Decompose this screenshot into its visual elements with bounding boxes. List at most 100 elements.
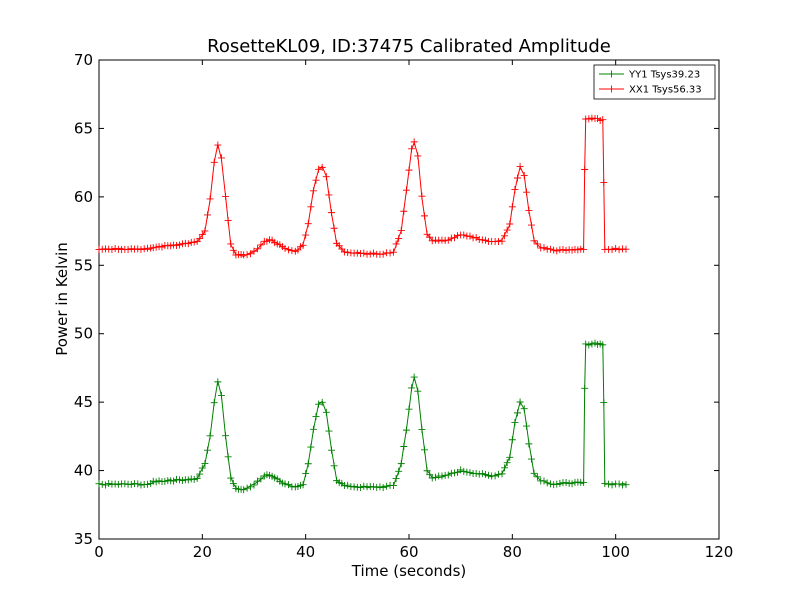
data-point: [438, 472, 446, 480]
data-point: [196, 235, 204, 243]
data-point: [175, 241, 183, 249]
data-point: [198, 230, 206, 238]
data-point: [580, 478, 588, 486]
data-point: [405, 405, 413, 413]
data-point: [309, 187, 317, 195]
data-point: [210, 158, 218, 166]
data-point: [431, 473, 439, 481]
data-point: [284, 246, 292, 254]
data-point: [229, 246, 237, 254]
data-point: [229, 479, 237, 487]
data-point: [322, 173, 330, 181]
legend-label: YY1 Tsys39.23: [628, 70, 700, 81]
data-point: [137, 481, 145, 489]
data-point: [101, 481, 109, 489]
data-point: [414, 152, 422, 160]
data-point: [198, 464, 206, 472]
x-tick-label: 0: [94, 543, 104, 561]
data-point: [408, 384, 416, 392]
data-point: [622, 245, 630, 253]
data-point: [222, 192, 230, 200]
data-point: [556, 479, 564, 487]
data-point: [173, 475, 180, 483]
data-point: [600, 178, 608, 186]
data-point: [615, 480, 623, 488]
data-point: [503, 459, 511, 467]
data-point: [95, 480, 103, 488]
data-point: [523, 422, 531, 430]
data-point: [408, 145, 416, 153]
data-point: [330, 224, 338, 232]
data-point: [395, 467, 403, 475]
data-point: [608, 481, 616, 489]
data-point: [400, 207, 408, 215]
data-point: [405, 166, 413, 174]
y-tick-label: 65: [74, 119, 93, 137]
data-point: [525, 440, 533, 448]
data-point: [559, 246, 567, 254]
data-point: [402, 186, 410, 194]
data-point: [121, 480, 129, 488]
data-point: [322, 408, 330, 416]
data-point: [498, 470, 506, 478]
data-point: [366, 250, 374, 258]
data-point: [581, 384, 589, 392]
data-point: [410, 138, 418, 146]
data-point: [506, 453, 514, 461]
data-point: [392, 475, 400, 483]
data-point: [501, 464, 509, 472]
data-point: [503, 226, 511, 234]
data-point: [214, 378, 222, 386]
data-point: [514, 409, 521, 417]
data-point: [516, 398, 524, 406]
data-point: [108, 246, 116, 254]
data-point: [508, 436, 516, 444]
y-tick-label: 35: [74, 530, 93, 548]
data-point: [475, 470, 483, 478]
data-point: [444, 471, 452, 479]
data-point: [550, 481, 558, 489]
data-point: [299, 241, 307, 249]
data-point: [481, 470, 489, 478]
y-tick-label: 70: [74, 51, 93, 69]
data-point: [304, 460, 312, 468]
data-point: [383, 482, 391, 490]
data-point: [214, 141, 222, 149]
series-markers: [95, 339, 630, 494]
data-point: [190, 238, 198, 246]
data-point: [392, 240, 400, 248]
x-tick-label: 80: [503, 543, 522, 561]
data-point: [421, 212, 428, 220]
data-point: [421, 446, 428, 454]
data-point: [206, 195, 214, 203]
legend: YY1 Tsys39.23 XX1 Tsys56.33: [593, 64, 716, 100]
data-point: [457, 466, 465, 474]
data-point: [309, 425, 317, 433]
data-point: [224, 216, 232, 224]
data-point: [498, 237, 506, 245]
y-tick-label: 60: [74, 188, 93, 206]
data-point: [224, 453, 232, 461]
data-point: [210, 399, 218, 407]
data-point: [395, 235, 403, 243]
data-point: [369, 483, 377, 491]
data-point: [543, 479, 551, 487]
data-point: [601, 480, 609, 488]
data-point: [243, 251, 251, 259]
data-point: [418, 192, 426, 200]
data-point: [257, 475, 265, 483]
data-point: [340, 248, 348, 256]
data-point: [530, 237, 538, 245]
data-point: [546, 245, 554, 253]
data-point: [514, 174, 521, 182]
data-point: [562, 246, 570, 254]
chart-title: RosetteKL09, ID:37475 Calibrated Amplitu…: [207, 36, 611, 57]
data-point: [402, 426, 410, 434]
legend-label: XX1 Tsys56.33: [629, 85, 702, 96]
y-tick-label: 40: [74, 462, 93, 480]
data-point: [315, 165, 323, 173]
data-point: [460, 231, 468, 239]
data-point: [307, 203, 315, 211]
legend-marker: [608, 85, 615, 93]
